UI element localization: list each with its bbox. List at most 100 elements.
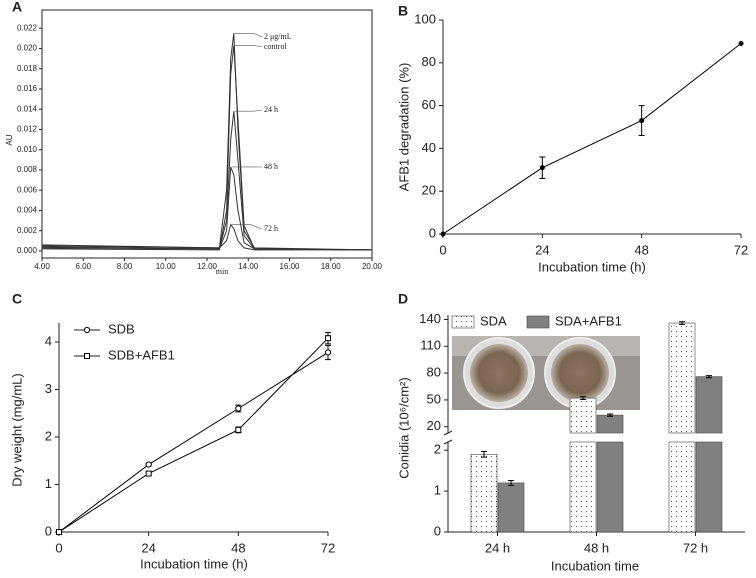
- x-tick-label: 12.00: [197, 262, 218, 271]
- y-tick-label: 0.012: [17, 125, 38, 134]
- marker: [145, 461, 152, 468]
- y-tick-label: 0.004: [17, 206, 38, 215]
- x-tick-label: 48: [634, 242, 648, 257]
- marker: [56, 529, 62, 535]
- x-tick-label: 20.00: [362, 262, 383, 271]
- x-tick-label: 24: [141, 540, 155, 555]
- panel-label: C: [12, 291, 22, 307]
- y-tick-label: 110: [420, 338, 441, 353]
- x-tick-label: 48 h: [584, 540, 609, 555]
- marker: [324, 349, 332, 356]
- y-axis-label: Dry weight (mg/mL): [9, 373, 24, 486]
- annotation: 72 h: [264, 224, 278, 233]
- legend-label: SDB+AFB1: [108, 347, 175, 362]
- legend-marker: [83, 326, 91, 334]
- panel-label: A: [12, 0, 22, 15]
- y-tick-label: 0.022: [17, 23, 38, 32]
- line: [442, 43, 742, 235]
- bar: [668, 441, 696, 533]
- line: [58, 337, 329, 533]
- plot-frame: [41, 9, 373, 259]
- y-tick-label: 2: [434, 442, 441, 457]
- bar: [470, 453, 498, 533]
- legend-swatch: [451, 315, 475, 329]
- y-axis-label: AU: [5, 134, 14, 145]
- y-tick-label: 0.006: [17, 185, 38, 194]
- error-bar: [706, 375, 712, 379]
- line: [41, 33, 373, 251]
- bar: [596, 441, 624, 533]
- y-tick-label: 1: [45, 476, 52, 491]
- legend-swatch: [526, 315, 550, 329]
- error-bar: [508, 479, 514, 486]
- leader-line: [234, 45, 263, 48]
- y-tick-label: 1: [434, 483, 441, 498]
- error-bar: [679, 321, 685, 325]
- x-tick-label: 0: [55, 540, 62, 555]
- y-tick-label: 80: [427, 365, 441, 380]
- x-tick-label: 72: [321, 540, 335, 555]
- bar: [569, 397, 597, 434]
- y-tick-label: 3: [45, 381, 52, 396]
- marker: [639, 118, 645, 124]
- x-tick-label: 24: [535, 242, 549, 257]
- y-tick-label: 0.002: [17, 226, 38, 235]
- marker: [235, 426, 242, 433]
- x-tick-label: 16.00: [279, 262, 300, 271]
- y-tick-label: 0.000: [17, 246, 38, 255]
- x-axis-label: min: [216, 267, 228, 276]
- x-tick-label: 14.00: [238, 262, 259, 271]
- leader-line: [231, 224, 263, 230]
- axis-break: [443, 430, 453, 436]
- y-tick-label: 20: [422, 183, 436, 198]
- line: [41, 111, 373, 251]
- x-tick-label: 18.00: [321, 262, 342, 271]
- x-tick-label: 6.00: [75, 262, 91, 271]
- panel-label: D: [398, 291, 408, 307]
- marker: [539, 165, 545, 171]
- leader-line: [234, 109, 263, 112]
- panel-label: B: [398, 3, 408, 19]
- y-tick-label: 0.014: [17, 104, 38, 113]
- y-tick-label: 0.008: [17, 165, 38, 174]
- bar: [497, 482, 525, 533]
- line: [41, 223, 372, 251]
- inset-photo: [452, 336, 640, 410]
- legend-label: SDA: [480, 313, 507, 328]
- x-tick-label: 4.00: [34, 262, 50, 271]
- y-tick-label: 0.020: [17, 44, 38, 53]
- x-axis-label: Incubation time: [551, 558, 639, 573]
- x-tick-label: 10.00: [156, 262, 177, 271]
- legend-label: SDB: [108, 321, 135, 336]
- error-bar: [481, 450, 487, 458]
- x-tick-label: 24 h: [485, 540, 510, 555]
- y-tick-label: 0: [429, 225, 436, 240]
- annotation: 2 μg/mL: [264, 32, 292, 41]
- marker: [440, 231, 446, 237]
- bar: [695, 441, 723, 533]
- x-tick-label: 48: [231, 540, 245, 555]
- marker: [325, 335, 331, 342]
- y-axis-label: Conidia (10⁶/cm²): [396, 377, 411, 478]
- annotation: control: [264, 42, 287, 51]
- axis-break: [443, 439, 453, 445]
- y-tick-label: 20: [427, 418, 441, 433]
- error-bar: [580, 396, 586, 400]
- y-tick-label: 140: [419, 311, 441, 326]
- legend-label: SDA+AFB1: [555, 313, 622, 328]
- leader-line: [234, 32, 263, 38]
- y-tick-label: 0.010: [17, 145, 38, 154]
- bar: [695, 376, 723, 434]
- annotation: 48 h: [264, 162, 278, 171]
- x-tick-label: 72 h: [683, 540, 708, 555]
- marker: [235, 405, 242, 412]
- line: [58, 352, 329, 533]
- annotation: 24 h: [264, 105, 278, 114]
- line: [41, 45, 373, 251]
- y-tick-label: 60: [422, 97, 436, 112]
- bar: [596, 414, 624, 434]
- y-tick-label: 0.016: [17, 84, 38, 93]
- x-tick-label: 0: [439, 242, 446, 257]
- error-bar: [607, 413, 613, 417]
